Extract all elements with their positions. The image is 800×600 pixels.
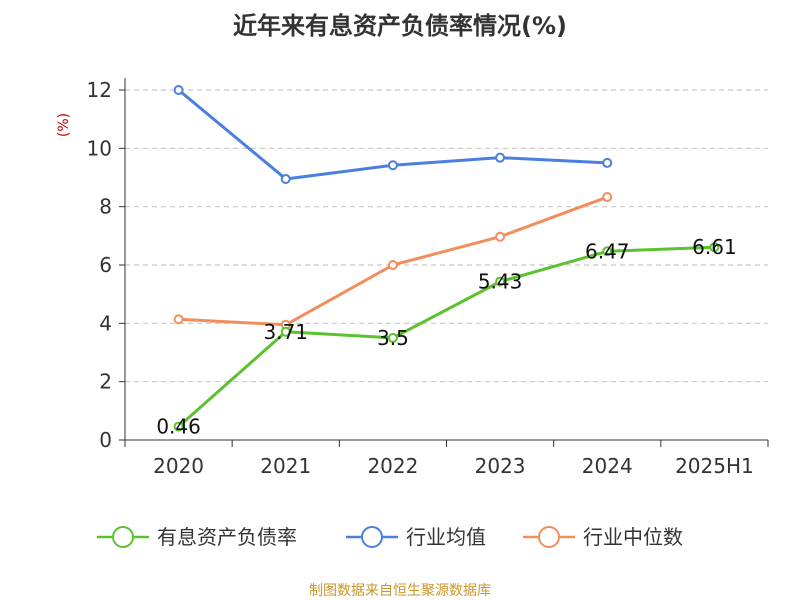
chart-title: 近年来有息资产负债率情况(%): [233, 12, 567, 40]
data-label-layer: 0.46 3.71 3.5 5.43 6.47 6.61: [156, 235, 736, 438]
legend-label: 行业中位数: [583, 525, 683, 549]
x-tick-label: 2022: [367, 454, 418, 478]
x-tick-label: 2020: [153, 454, 204, 478]
data-label: 3.5: [377, 326, 409, 350]
grid-layer: [125, 89, 768, 383]
data-label: 5.43: [478, 270, 523, 294]
data-point: [387, 160, 398, 171]
data-point: [387, 332, 398, 343]
series-layer: [173, 85, 720, 432]
data-point: [602, 192, 613, 203]
data-label: 0.46: [156, 415, 201, 439]
data-point: [387, 260, 398, 270]
data-point: [173, 314, 184, 325]
legend-marker: [538, 526, 560, 548]
y-tick-label: 2: [99, 370, 112, 394]
x-tick-label: 2021: [260, 454, 311, 478]
data-point: [602, 157, 613, 168]
axis-layer: 0 2 4 6 8 10 12 2020 2021 2022 2023 2024 2025H1: [87, 78, 769, 478]
legend: 有息资产负债率 行业均值 行业中位数: [97, 525, 683, 549]
x-tick-label: 2025H1: [675, 454, 754, 478]
y-tick-label: 6: [99, 253, 112, 277]
data-point: [495, 152, 506, 163]
data-point: [495, 231, 506, 242]
legend-label: 有息资产负债率: [157, 525, 297, 549]
data-label: 6.61: [692, 235, 737, 259]
data-label: 3.71: [263, 320, 308, 344]
data-point: [602, 246, 613, 257]
y-tick-label: 4: [99, 311, 112, 335]
y-tick-label: 12: [87, 78, 112, 102]
data-point: [495, 276, 506, 287]
series-line: [177, 245, 715, 428]
y-tick-label: 10: [87, 136, 112, 160]
y-tick-label: 8: [99, 195, 112, 219]
y-axis-label: (%): [56, 113, 72, 137]
legend-label: 行业均值: [406, 525, 486, 549]
data-source-note: 制图数据来自恒生聚源数据库: [309, 583, 491, 599]
data-label: 6.47: [585, 239, 630, 263]
data-point: [173, 85, 184, 95]
x-tick-label: 2023: [475, 454, 526, 478]
data-point: [280, 173, 291, 184]
x-tick-label: 2024: [582, 454, 633, 478]
data-point: [709, 242, 720, 253]
legend-marker: [361, 526, 383, 548]
data-point: [280, 326, 291, 337]
y-tick-label: 0: [99, 428, 112, 452]
legend-marker: [112, 526, 134, 548]
data-point: [173, 421, 184, 432]
